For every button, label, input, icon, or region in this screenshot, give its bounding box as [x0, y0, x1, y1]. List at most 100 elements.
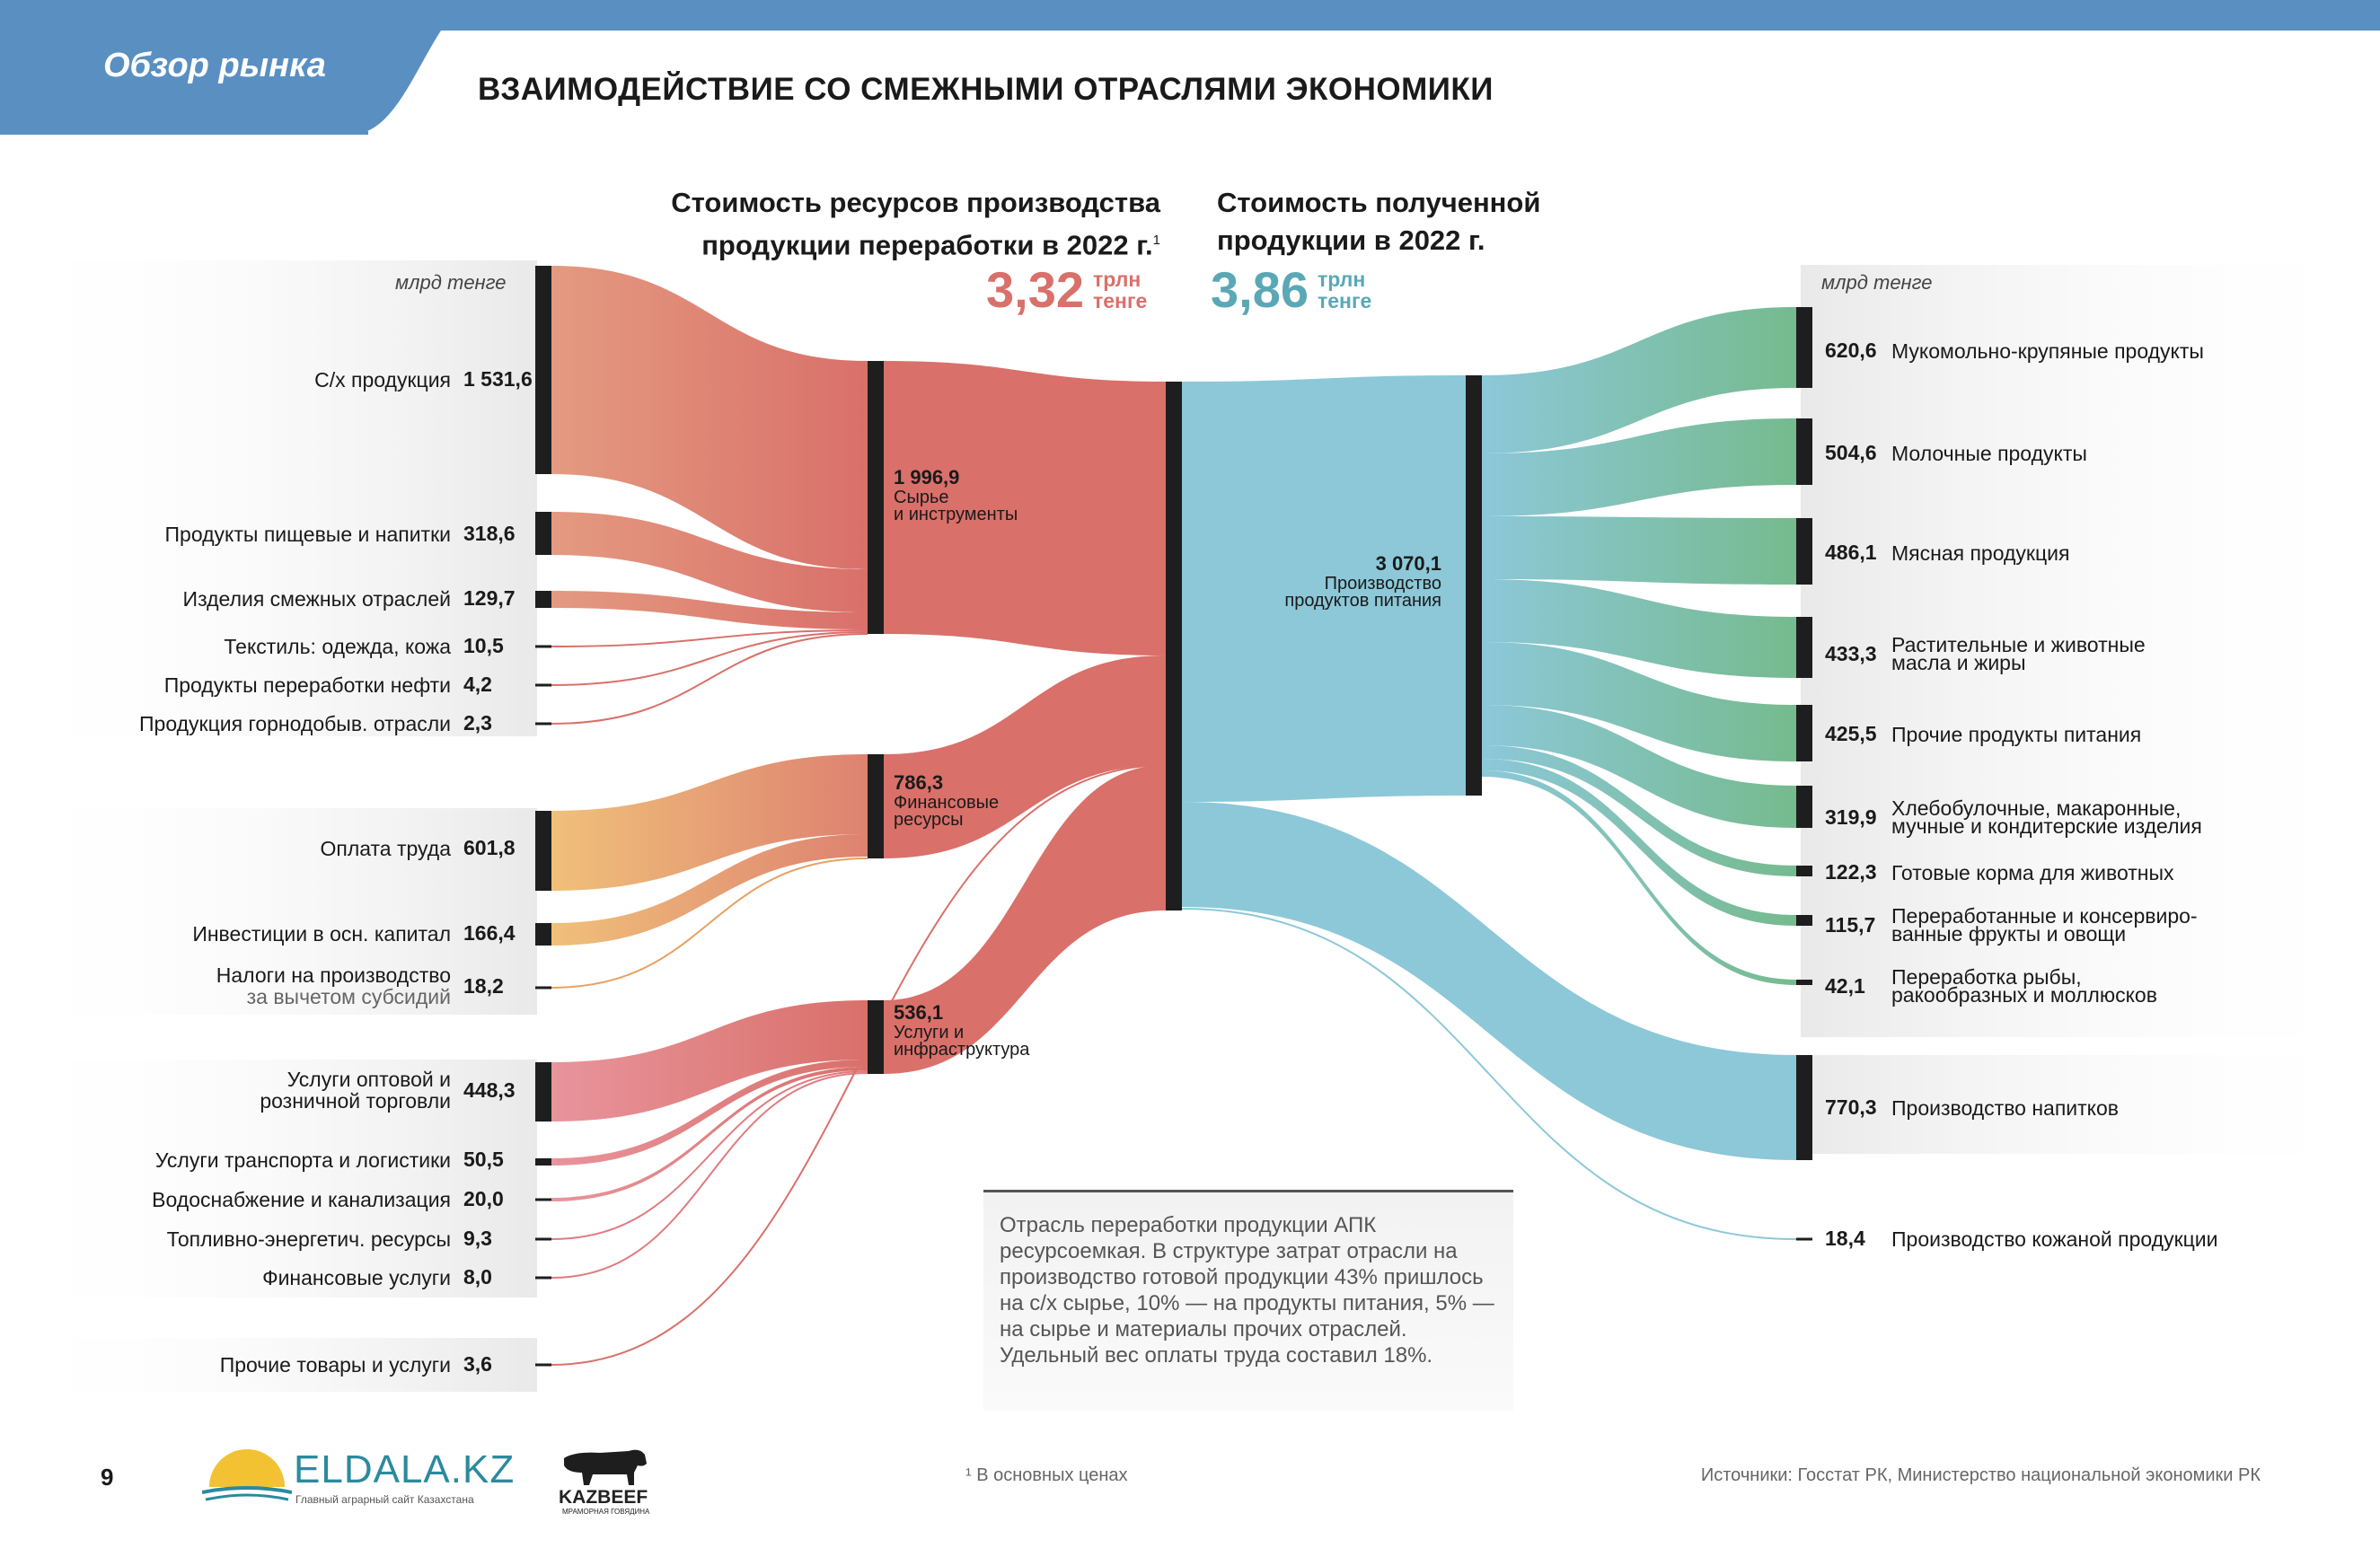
input-row: Услуги оптовой и розничной торговли 448,3	[260, 1069, 519, 1112]
output-row: 42,1 Переработка рыбы, ракообразных и молл…	[1825, 965, 2157, 1006]
input-label: Топливно-энергетич. ресурсы	[167, 1228, 451, 1250]
input-value: 166,4	[463, 921, 516, 945]
input-label-line2: розничной торговли	[260, 1089, 451, 1113]
input-node-tick	[535, 1237, 551, 1241]
output-label: Хлебобулочные, макаронные, мучные и конди…	[1891, 798, 2202, 838]
output-label: Переработка рыбы, ракообразных и моллюско…	[1891, 965, 2157, 1006]
output-label-line1: Молочные продукты	[1891, 441, 2087, 465]
right-total-value: 3,86	[1211, 261, 1309, 318]
kazbeef-logo[interactable]: KAZBEEF МРАМОРНАЯ ГОВЯДИНА	[557, 1446, 665, 1517]
input-group-background	[0, 808, 537, 1015]
input-node-tick	[535, 683, 551, 687]
output-label: Мукомольно-крупяные продукты	[1891, 340, 2204, 361]
input-node-tick	[535, 645, 551, 648]
input-label-line1: Продукция горнодобыв. отрасли	[139, 711, 451, 735]
input-value: 20,0	[463, 1187, 504, 1210]
output-value: 42,1	[1825, 973, 1865, 998]
output-row: 425,5 Прочие продукты питания	[1825, 722, 2141, 746]
input-value: 318,6	[463, 522, 516, 545]
output-row: 620,6 Мукомольно-крупяные продукты	[1825, 339, 2204, 363]
page-number: 9	[101, 1464, 114, 1491]
output-label-line2: мучные и кондитерские изделия	[1891, 814, 2202, 838]
group-name-line1: Финансовые	[894, 793, 1000, 813]
output-value: 425,5	[1825, 722, 1877, 745]
production-node-bar	[1466, 375, 1482, 796]
output-label-line1: Производство кожаной продукции	[1891, 1227, 2218, 1251]
output-node-bar	[1796, 705, 1812, 761]
input-label-line1: С/х продукция	[314, 367, 451, 391]
output-label: Прочие продукты питания	[1891, 724, 2141, 744]
input-row: Изделия смежных отраслей 129,7	[183, 586, 519, 611]
center-node-line2: продуктов питания	[1284, 591, 1441, 611]
group-node-bar	[868, 1000, 884, 1074]
group-name-line2: ресурсы	[894, 810, 964, 830]
input-group-background	[0, 1338, 537, 1392]
input-row: Продукты переработки нефти 4,2	[164, 673, 519, 697]
input-node-bar	[535, 591, 551, 608]
input-value: 601,8	[463, 836, 516, 859]
output-label: Производство напитков	[1891, 1097, 2119, 1118]
input-label: Продукция горнодобыв. отрасли	[139, 713, 451, 735]
group-node-bar	[868, 361, 884, 634]
input-node-bar	[535, 1062, 551, 1122]
center-node-line1: Производство	[1324, 574, 1441, 594]
input-node-bar	[535, 512, 551, 555]
left-header-line1: Стоимость ресурсов производства	[671, 187, 1160, 218]
output-value: 319,9	[1825, 805, 1877, 829]
right-header-line1: Стоимость полученной	[1217, 187, 1541, 218]
input-value: 10,5	[463, 634, 504, 657]
input-value: 129,7	[463, 586, 516, 610]
logo-subtitle: МРАМОРНАЯ ГОВЯДИНА	[562, 1508, 650, 1516]
output-label-line2: масла и жиры	[1891, 651, 2026, 674]
input-label-line1: Прочие товары и услуги	[219, 1352, 451, 1377]
logo-text: KAZBEEF	[559, 1487, 648, 1508]
output-value: 115,7	[1825, 912, 1876, 937]
flow-band	[884, 655, 1166, 858]
logo-text: ELDALA.KZ	[294, 1447, 516, 1491]
input-group-background	[0, 1060, 537, 1298]
footnote: ¹ В основных ценах	[965, 1465, 1128, 1485]
group-value: 1 996,9	[894, 466, 960, 488]
input-label: Текстиль: одежда, кожа	[224, 636, 451, 657]
input-value: 1 531,6	[463, 367, 533, 391]
flow-band	[1182, 375, 1466, 802]
input-value: 9,3	[463, 1227, 492, 1250]
input-value: 4,2	[463, 673, 492, 696]
flow-band	[551, 631, 868, 686]
flow-band	[551, 1060, 868, 1166]
flow-band	[884, 765, 1166, 1074]
flow-band	[1181, 908, 1797, 1240]
output-label-line1: Растительные и животные	[1891, 633, 2146, 656]
input-label-line1: Продукты переработки нефти	[163, 673, 451, 697]
input-node-tick	[535, 986, 551, 990]
eldala-logo[interactable]: ELDALA.KZ Главный аграрный сайт Казахста…	[201, 1446, 514, 1509]
right-header: Стоимость полученной продукции в 2022 г.	[1217, 184, 1540, 260]
input-row: Услуги транспорта и логистики 50,5	[155, 1148, 519, 1172]
input-row: С/х продукция 1 531,6	[314, 367, 533, 391]
group-node-bar	[868, 754, 884, 858]
input-row: Инвестиции в осн. капитал 166,4	[192, 921, 519, 946]
input-row: Прочие товары и услуги 3,6	[220, 1352, 519, 1377]
sources: Источники: Госстат РК, Министерство наци…	[1700, 1465, 2261, 1485]
output-node-bar	[1796, 980, 1812, 985]
input-label-line1: Изделия смежных отраслей	[182, 586, 451, 611]
input-label: Оплата труда	[320, 838, 451, 859]
input-label-line1: Услуги транспорта и логистики	[154, 1148, 451, 1172]
left-header-line2: продукции переработки в 2022 г.	[701, 229, 1153, 261]
output-label: Молочные продукты	[1891, 441, 2087, 465]
input-label-line1: Налоги на производство	[216, 963, 451, 987]
input-node-tick	[535, 1276, 551, 1280]
input-label-line1: Финансовые услуги	[262, 1265, 451, 1289]
input-label: Инвестиции в осн. капитал	[192, 923, 451, 945]
left-units-label: млрд тенге	[395, 271, 507, 294]
input-row: Финансовые услуги 8,0	[262, 1265, 519, 1289]
input-label: Услуги оптовой и розничной торговли	[260, 1069, 451, 1112]
output-value: 620,6	[1825, 339, 1877, 362]
output-label-line1: Переработка рыбы,	[1891, 965, 2082, 989]
flow-band	[1482, 770, 1796, 985]
group-name-line2: инфраструктура	[894, 1040, 1030, 1060]
input-node-bar	[535, 923, 551, 946]
flow-band	[551, 1070, 868, 1240]
right-total-unit2: тенге	[1318, 288, 1372, 312]
input-label-line1: Услуги оптовой и	[286, 1068, 451, 1091]
